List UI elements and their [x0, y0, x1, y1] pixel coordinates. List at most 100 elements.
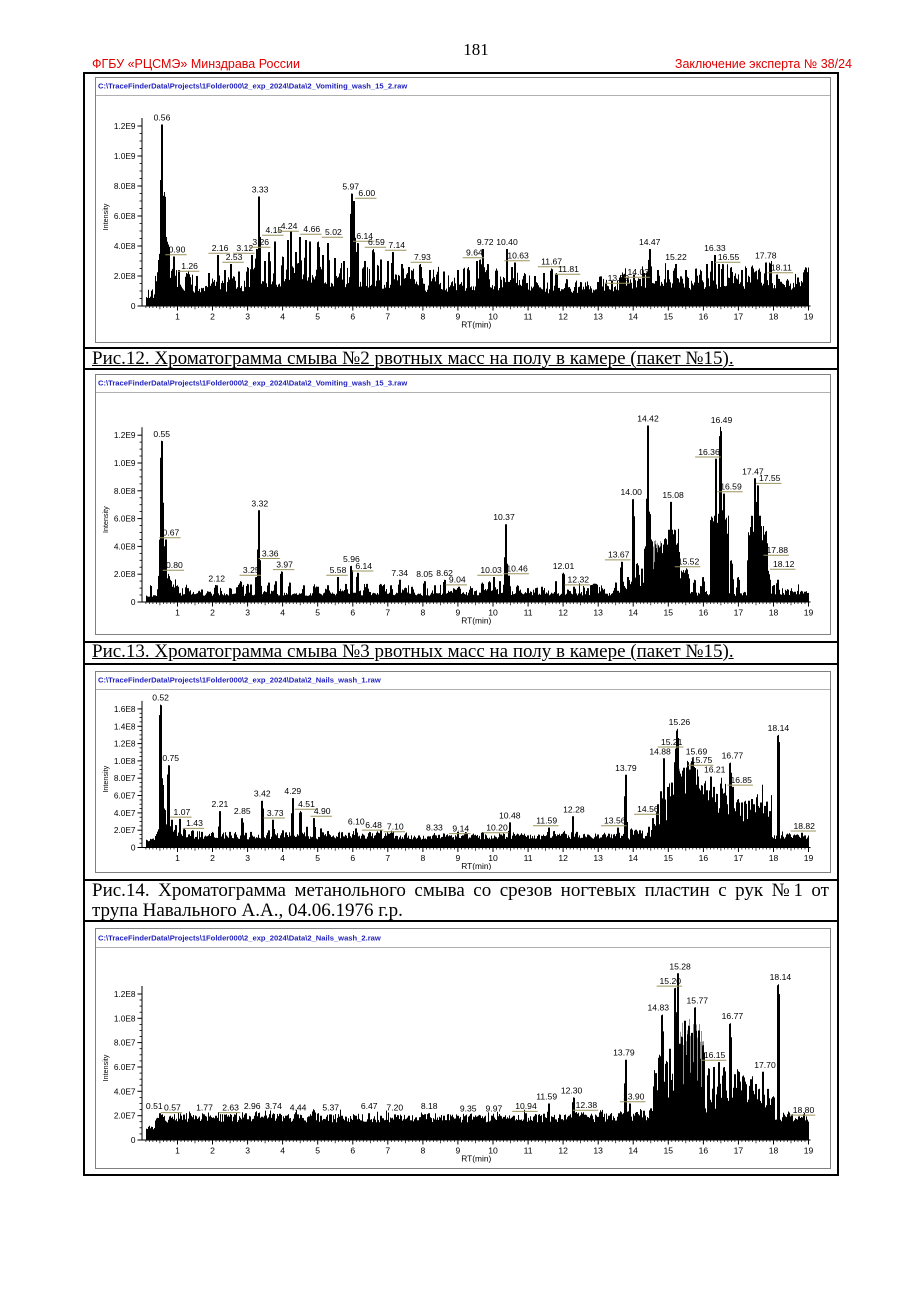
svg-text:1.43: 1.43: [186, 818, 203, 828]
svg-text:8.0E8: 8.0E8: [114, 181, 136, 191]
svg-text:18.80: 18.80: [793, 1105, 815, 1115]
svg-text:2.63: 2.63: [222, 1102, 239, 1112]
svg-text:14.03: 14.03: [628, 267, 650, 277]
svg-text:10.48: 10.48: [499, 810, 521, 820]
svg-text:0.52: 0.52: [152, 693, 169, 703]
svg-text:0.51: 0.51: [146, 1101, 163, 1111]
svg-text:12: 12: [558, 608, 568, 618]
svg-text:1: 1: [175, 1146, 180, 1156]
svg-text:16.55: 16.55: [718, 252, 740, 262]
svg-text:5: 5: [315, 1146, 320, 1156]
svg-text:11.59: 11.59: [536, 1092, 557, 1102]
svg-text:5.37: 5.37: [322, 1102, 339, 1112]
svg-text:15.28: 15.28: [669, 961, 691, 971]
svg-text:13.67: 13.67: [608, 550, 630, 560]
svg-text:10: 10: [488, 312, 498, 322]
svg-text:4.24: 4.24: [281, 221, 298, 231]
svg-text:1.2E9: 1.2E9: [114, 121, 136, 131]
svg-text:19: 19: [804, 312, 814, 322]
svg-text:9: 9: [456, 853, 461, 863]
svg-text:13: 13: [593, 1146, 603, 1156]
svg-text:6.59: 6.59: [368, 237, 385, 247]
svg-text:19: 19: [804, 1146, 814, 1156]
svg-text:0.55: 0.55: [153, 429, 170, 439]
svg-text:15.77: 15.77: [687, 995, 709, 1005]
svg-text:7.93: 7.93: [414, 252, 431, 262]
svg-text:RT(min): RT(min): [461, 1154, 491, 1164]
svg-text:2.0E8: 2.0E8: [114, 569, 136, 579]
svg-text:4: 4: [280, 1146, 285, 1156]
svg-text:12.32: 12.32: [568, 575, 590, 585]
svg-text:3: 3: [245, 608, 250, 618]
svg-text:16: 16: [699, 312, 709, 322]
svg-text:1.07: 1.07: [174, 807, 191, 817]
svg-text:8.0E7: 8.0E7: [114, 1038, 136, 1048]
svg-text:6.0E8: 6.0E8: [114, 211, 136, 221]
svg-text:Intensity: Intensity: [101, 765, 110, 792]
svg-text:3: 3: [245, 312, 250, 322]
svg-text:8.05: 8.05: [416, 569, 433, 579]
svg-text:0: 0: [131, 843, 136, 853]
svg-text:4.90: 4.90: [314, 806, 331, 816]
svg-text:15.21: 15.21: [661, 737, 683, 747]
svg-text:1.4E8: 1.4E8: [114, 721, 136, 731]
svg-text:1.26: 1.26: [181, 261, 198, 271]
svg-text:6.14: 6.14: [355, 561, 372, 571]
svg-text:18.11: 18.11: [771, 263, 792, 273]
svg-text:14.42: 14.42: [637, 414, 659, 424]
svg-text:15.26: 15.26: [669, 717, 691, 727]
svg-text:5.58: 5.58: [330, 565, 347, 575]
svg-text:2.0E7: 2.0E7: [114, 1111, 136, 1121]
svg-text:18.82: 18.82: [793, 821, 815, 831]
svg-text:1.0E8: 1.0E8: [114, 756, 136, 766]
svg-text:RT(min): RT(min): [461, 616, 491, 626]
svg-text:C:\TraceFinderData\Projects\1F: C:\TraceFinderData\Projects\1Folder000\2…: [98, 379, 407, 388]
svg-text:18: 18: [769, 1146, 779, 1156]
svg-text:1.2E8: 1.2E8: [114, 989, 136, 999]
svg-text:6.00: 6.00: [358, 188, 375, 198]
svg-text:9: 9: [456, 312, 461, 322]
svg-text:12.01: 12.01: [553, 561, 575, 571]
svg-text:10: 10: [488, 608, 498, 618]
svg-text:16.77: 16.77: [722, 1011, 744, 1021]
svg-text:11: 11: [524, 1146, 533, 1156]
svg-text:4: 4: [280, 853, 285, 863]
svg-text:C:\TraceFinderData\Projects\1F: C:\TraceFinderData\Projects\1Folder000\2…: [98, 82, 407, 91]
svg-text:5: 5: [315, 312, 320, 322]
svg-text:4.51: 4.51: [298, 799, 315, 809]
svg-text:9.72: 9.72: [477, 237, 494, 247]
svg-text:11.67: 11.67: [541, 257, 562, 267]
svg-text:3.32: 3.32: [251, 498, 268, 508]
svg-text:0: 0: [131, 597, 136, 607]
svg-text:10.37: 10.37: [493, 512, 515, 522]
svg-text:10.20: 10.20: [486, 823, 508, 833]
svg-text:13: 13: [593, 853, 603, 863]
svg-text:3.25: 3.25: [243, 565, 260, 575]
svg-text:6.0E7: 6.0E7: [114, 1062, 136, 1072]
svg-text:8: 8: [421, 608, 426, 618]
svg-text:18: 18: [769, 853, 779, 863]
svg-text:6.0E8: 6.0E8: [114, 514, 136, 524]
svg-text:2.16: 2.16: [212, 243, 229, 253]
svg-text:17.88: 17.88: [767, 545, 789, 555]
svg-text:12: 12: [558, 1146, 568, 1156]
svg-text:3.73: 3.73: [267, 808, 284, 818]
svg-text:9: 9: [456, 608, 461, 618]
svg-text:14: 14: [628, 1146, 638, 1156]
svg-text:13.90: 13.90: [623, 1092, 645, 1102]
svg-text:C:\TraceFinderData\Projects\1F: C:\TraceFinderData\Projects\1Folder000\2…: [98, 934, 381, 943]
svg-text:3.97: 3.97: [276, 559, 293, 569]
svg-text:9.14: 9.14: [452, 823, 469, 833]
svg-text:17: 17: [734, 608, 744, 618]
svg-text:2.12: 2.12: [208, 573, 225, 583]
svg-text:7.34: 7.34: [391, 568, 408, 578]
svg-text:4.0E7: 4.0E7: [114, 808, 136, 818]
svg-text:1: 1: [175, 312, 180, 322]
svg-text:1.0E8: 1.0E8: [114, 1013, 136, 1023]
svg-text:0.56: 0.56: [154, 113, 171, 123]
svg-text:15.22: 15.22: [665, 252, 687, 262]
svg-text:3.42: 3.42: [254, 789, 271, 799]
svg-text:18.14: 18.14: [770, 972, 792, 982]
svg-text:8.62: 8.62: [436, 568, 453, 578]
svg-text:8.18: 8.18: [421, 1101, 438, 1111]
